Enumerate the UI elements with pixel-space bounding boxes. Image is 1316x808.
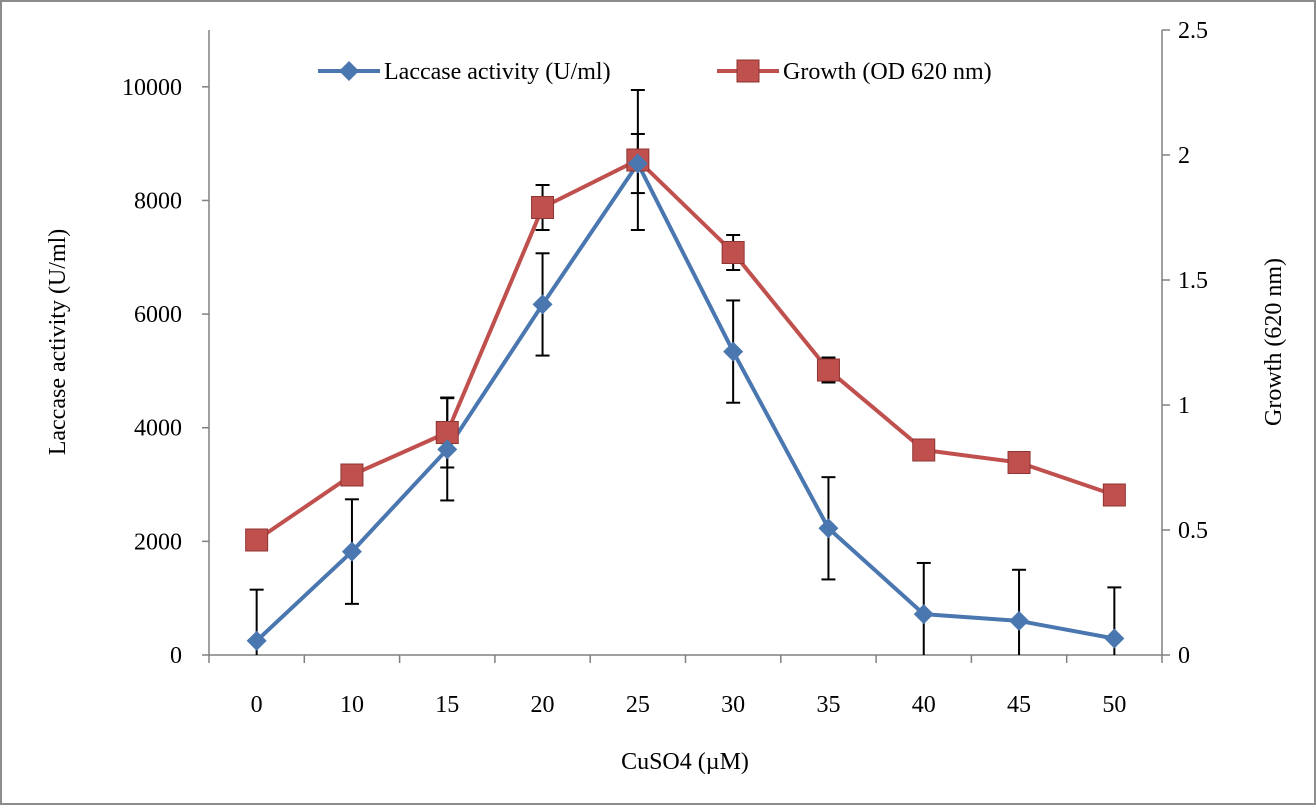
y-right-tick-label: 0.5 [1178, 518, 1208, 544]
x-tick-label: 40 [912, 692, 936, 718]
growth-series-line [255, 158, 1115, 542]
axes: 0 10 15 20 25 30 35 40 45 50020004000600080001000… [122, 18, 1208, 718]
growth-data-point [912, 438, 936, 462]
x-tick-label: 15 [435, 692, 459, 718]
x-tick-label: 20 [531, 692, 555, 718]
laccase-data-point [532, 294, 553, 315]
y-right-tick-label: 0 [1178, 643, 1190, 669]
y-left-tick-label: 8000 [134, 188, 182, 214]
y-right-tick-label: 2 [1178, 143, 1190, 169]
x-tick-label: 35 [816, 692, 840, 718]
laccase-data-point [818, 518, 839, 539]
y-left-tick-label: 0 [170, 643, 182, 669]
laccase-data-point [246, 630, 267, 651]
x-tick-label: 45 [1007, 692, 1031, 718]
growth-data-point [721, 241, 745, 264]
growth-data-point [1102, 483, 1126, 507]
laccase-data-point [437, 439, 458, 460]
growth-data-point [1007, 451, 1031, 474]
growth-data-point [340, 463, 364, 487]
x-tick-label: 10 [340, 692, 364, 718]
growth-data-point [816, 358, 840, 382]
laccase-data-point [341, 541, 362, 562]
legend-growth-label: Growth (OD 620 nm) [783, 59, 992, 85]
series-lines [255, 158, 1115, 643]
y-left-tick-label: 2000 [134, 529, 182, 555]
growth-data-point [245, 528, 269, 552]
series-markers [245, 148, 1126, 651]
x-tick-label: 25 [626, 692, 650, 718]
y-right-tick-label: 1.5 [1178, 268, 1208, 294]
laccase-data-point [913, 604, 934, 625]
legend-laccase-label: Laccase activity (U/ml) [384, 59, 611, 85]
y-left-axis-title: Laccase activity (U/ml) [45, 229, 71, 456]
laccase-data-point [1104, 628, 1125, 649]
laccase-series-line [255, 161, 1115, 643]
legend-laccase-marker [339, 61, 359, 81]
x-tick-label: 30 [721, 692, 745, 718]
x-axis-title: CuSO4 (µM) [621, 749, 749, 775]
legend-growth-marker [736, 59, 760, 83]
growth-data-point [531, 196, 555, 219]
legend: Laccase activity (U/ml) Growth (OD 620 nm… [318, 59, 992, 85]
laccase-data-point [723, 341, 744, 362]
y-right-axis-title: Growth (620 nm) [1261, 258, 1287, 426]
laccase-data-point [627, 153, 648, 174]
y-right-tick-label: 2.5 [1178, 18, 1208, 44]
laccase-data-point [1009, 610, 1030, 631]
y-right-tick-label: 1 [1178, 393, 1190, 419]
x-tick-label: 0 [251, 692, 263, 718]
x-tick-label: 50 [1102, 692, 1126, 718]
y-left-tick-label: 10000 [122, 75, 182, 101]
y-left-tick-label: 4000 [134, 416, 182, 442]
error-bars [249, 89, 1122, 655]
y-left-tick-label: 6000 [134, 302, 182, 328]
